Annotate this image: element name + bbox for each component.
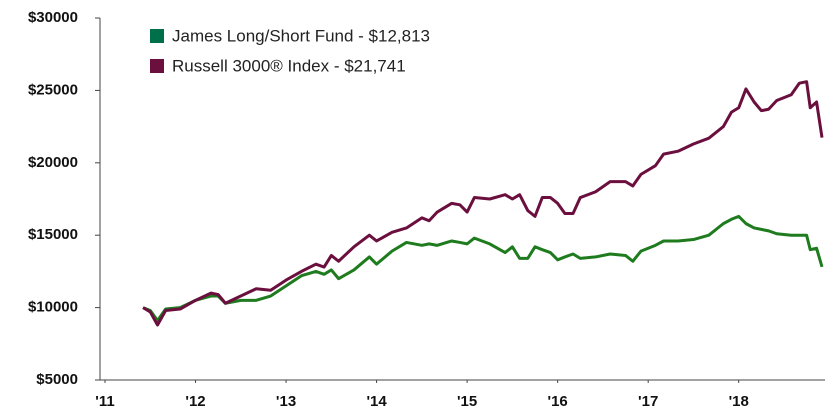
series-line [142,214,824,323]
y-tick-label: $5000 [36,371,78,388]
x-tick-label: '18 [729,393,749,410]
legend-label: Russell 3000® Index - $21,741 [172,56,406,75]
y-tick-label: $25000 [28,81,78,98]
x-tick-label: '14 [366,393,387,410]
x-tick-label: '11 [95,393,114,410]
legend-label: James Long/Short Fund - $12,813 [172,26,430,45]
x-tick-label: '15 [457,393,477,410]
x-tick-label: '17 [638,393,658,410]
x-tick-label: '16 [548,393,568,410]
y-tick-label: $15000 [28,226,78,243]
series-line [142,80,824,327]
x-tick-label: '12 [185,393,205,410]
y-tick-label: $20000 [28,154,78,171]
y-tick-label: $10000 [28,299,78,316]
x-tick-label: '13 [276,393,296,410]
y-tick-label: $30000 [28,9,78,26]
legend-swatch [150,59,164,73]
legend-swatch [150,29,164,43]
